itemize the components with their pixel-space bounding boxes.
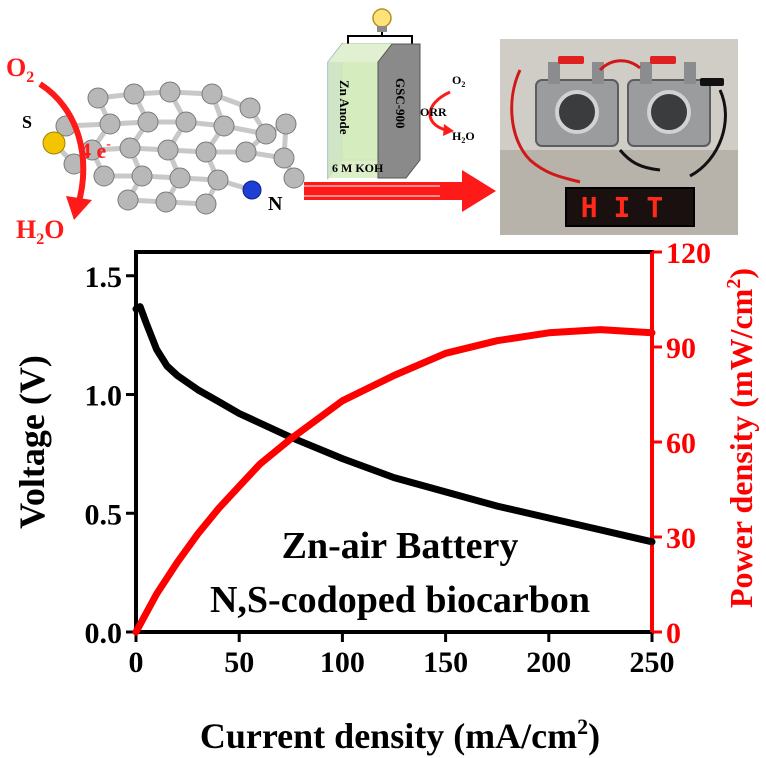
y-right-axis-ticks: 0 30 60 90 120 <box>652 237 711 650</box>
led-display-panel <box>565 187 695 227</box>
carbon-atom <box>283 167 305 189</box>
y-left-axis-label: Voltage (V) <box>12 355 52 529</box>
red-clip-icon-2 <box>650 56 676 64</box>
h2o-label: H2O <box>16 215 64 248</box>
black-clip-icon <box>700 78 724 86</box>
chart-series <box>132 303 656 636</box>
nitrogen-label: N <box>268 193 283 215</box>
led-display-text: HIT <box>581 191 680 224</box>
light-bulb-icon <box>372 8 392 28</box>
gsc-cathode-label: GSC-900 <box>393 78 408 129</box>
cell-h2o-label: H2O <box>452 129 475 145</box>
electron-label: 4 e- <box>80 137 111 163</box>
device-photo: HIT <box>500 39 738 235</box>
x-tick-label: 50 <box>224 646 254 679</box>
y-right-tick-label: 0 <box>666 617 681 650</box>
y-left-axis-ticks: 0.0 0.5 1.0 1.5 <box>85 261 136 650</box>
carbon-atom <box>235 141 257 163</box>
black-wire <box>689 89 727 178</box>
power-density-series-line <box>132 326 656 636</box>
y-right-tick-label: 30 <box>666 522 696 555</box>
carbon-atom <box>87 87 109 109</box>
x-tick-label: 100 <box>320 646 365 679</box>
x-tick-label: 0 <box>129 646 144 679</box>
orr-arrowhead-icon <box>443 124 454 136</box>
molecule-schematic: O2 S 4 e- H2O N <box>6 53 305 248</box>
carbon-atom <box>119 137 141 159</box>
x-tick-label: 150 <box>423 646 468 679</box>
carbon-atom <box>213 115 235 137</box>
carbon-atom <box>195 141 217 163</box>
nitrogen-atom <box>242 180 262 200</box>
o2-label: O2 <box>6 53 34 86</box>
carbon-atom <box>137 111 159 133</box>
chart: 0 50 100 150 200 250 0.00.51.01.5 0306090120 … <box>12 237 759 756</box>
plot-area-frame <box>134 250 654 634</box>
transition-arrow-shaft <box>304 182 464 200</box>
y-right-tick-label: 90 <box>666 332 696 365</box>
y-right-tick-label: 120 <box>666 237 711 270</box>
carbon-atom <box>207 169 229 191</box>
oxygen-reduction-arrow-icon <box>38 81 87 206</box>
red-wire-2 <box>598 59 641 72</box>
carbon-atom <box>195 193 217 215</box>
carbon-atom <box>275 113 297 135</box>
carbon-atom <box>123 83 145 105</box>
chart-annotation-line1: Zn-air Battery <box>282 525 519 567</box>
carbon-atom <box>93 165 115 187</box>
y-left-tick-label: 0.5 <box>85 498 123 531</box>
oxygen-reduction-arrowhead-icon <box>66 196 92 220</box>
carbon-atom <box>255 123 277 145</box>
y-left-tick-label: 0.0 <box>85 617 123 650</box>
battery-module-left <box>535 62 619 147</box>
electrolyte-body <box>328 62 378 178</box>
carbon-atom <box>131 165 153 187</box>
battery-module-right <box>627 62 711 147</box>
x-tick-label: 250 <box>630 646 675 679</box>
carbon-atom <box>273 147 295 169</box>
carbon-atom <box>169 167 191 189</box>
x-tick-label: 200 <box>526 646 571 679</box>
transition-arrowhead-icon <box>462 170 496 212</box>
y-right-axis-label: Power density (mW/cm2) <box>723 268 759 608</box>
cell-o2-label: O2 <box>452 73 465 89</box>
gsc-cathode-plate <box>377 43 421 179</box>
chart-annotation-line2: N,S-codoped biocarbon <box>210 579 590 621</box>
orr-label: ORR <box>420 105 447 119</box>
x-axis-label: Current density (mA/cm2) <box>200 714 600 756</box>
y-left-tick-label: 1.0 <box>85 380 123 413</box>
light-bulb-base-icon <box>377 26 387 32</box>
electrolyte-label: 6 M KOH <box>332 161 384 175</box>
carbon-atom <box>201 83 223 105</box>
sulfur-label: S <box>22 112 32 132</box>
voltage-series-line <box>132 303 656 546</box>
orr-arrow-icon <box>428 90 451 132</box>
carbon-atom <box>99 113 121 135</box>
carbon-atom <box>159 81 181 103</box>
carbon-atom <box>117 189 139 211</box>
electrolyte-front <box>328 44 392 62</box>
sulfur-atom <box>42 131 66 155</box>
x-axis-ticks: 0 50 100 150 200 250 <box>129 632 675 679</box>
red-wire <box>510 69 581 184</box>
black-wire-2 <box>618 149 661 172</box>
red-clip-icon <box>558 56 584 64</box>
carbon-atom <box>157 139 179 161</box>
battery-cell-schematic: Zn Anode GSC-900 6 M KOH O2 ORR H2O <box>304 8 496 212</box>
zn-anode-label: Zn Anode <box>337 80 352 135</box>
carbon-atom <box>155 191 177 213</box>
y-left-tick-label: 1.5 <box>85 261 123 294</box>
carbon-atom <box>175 111 197 133</box>
carbon-atom <box>239 97 261 119</box>
y-right-tick-label: 60 <box>666 427 696 460</box>
